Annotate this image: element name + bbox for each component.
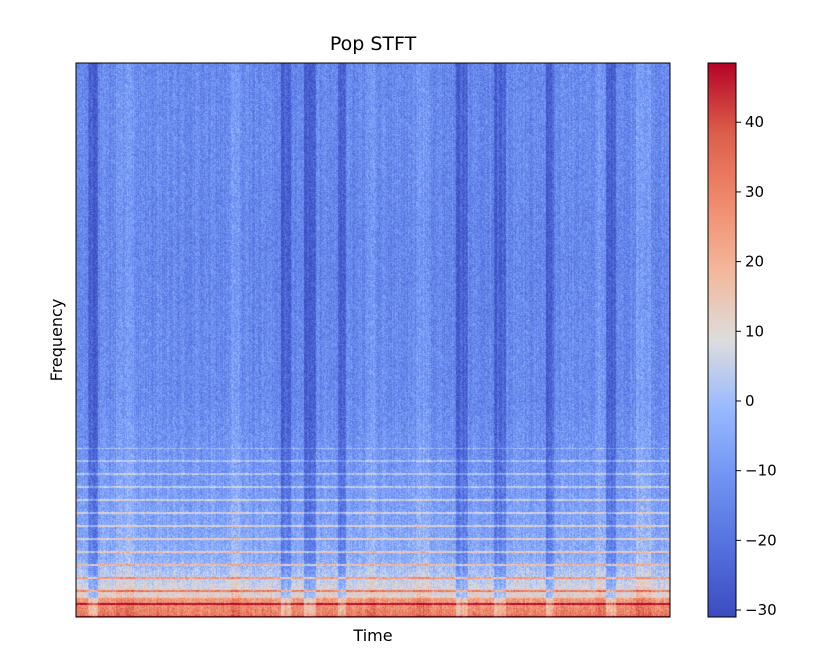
colorbar-tick-label: 0: [745, 392, 755, 410]
y-axis-label: Frequency: [47, 299, 66, 382]
colorbar-tick-label: 40: [745, 113, 764, 131]
colorbar: [707, 62, 737, 618]
spectrogram-image: [76, 63, 670, 617]
colorbar-tick-label: 30: [745, 183, 764, 201]
colorbar-tick-label: 20: [745, 253, 764, 271]
plot-frame: [75, 62, 671, 618]
colorbar-tick-label: −20: [745, 531, 777, 549]
colorbar-tick-label: 10: [745, 322, 764, 340]
colorbar-tick-label: −10: [745, 462, 777, 480]
x-axis-label: Time: [352, 626, 392, 645]
colorbar-tick-label: −30: [745, 601, 777, 619]
colorbar-ticks: −30 −20 −10 0 10 20 30 40: [736, 113, 777, 619]
chart-title: Pop STFT: [330, 33, 417, 55]
